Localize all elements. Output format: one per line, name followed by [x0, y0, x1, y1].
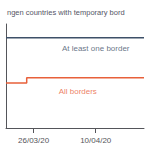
svg-text:10/04/20: 10/04/20 — [80, 136, 112, 145]
svg-text:ngen countries with temporary: ngen countries with temporary bord — [7, 8, 125, 17]
svg-text:At least one border: At least one border — [62, 44, 130, 53]
svg-text:26/03/20: 26/03/20 — [18, 136, 50, 145]
svg-text:All borders: All borders — [59, 87, 97, 96]
